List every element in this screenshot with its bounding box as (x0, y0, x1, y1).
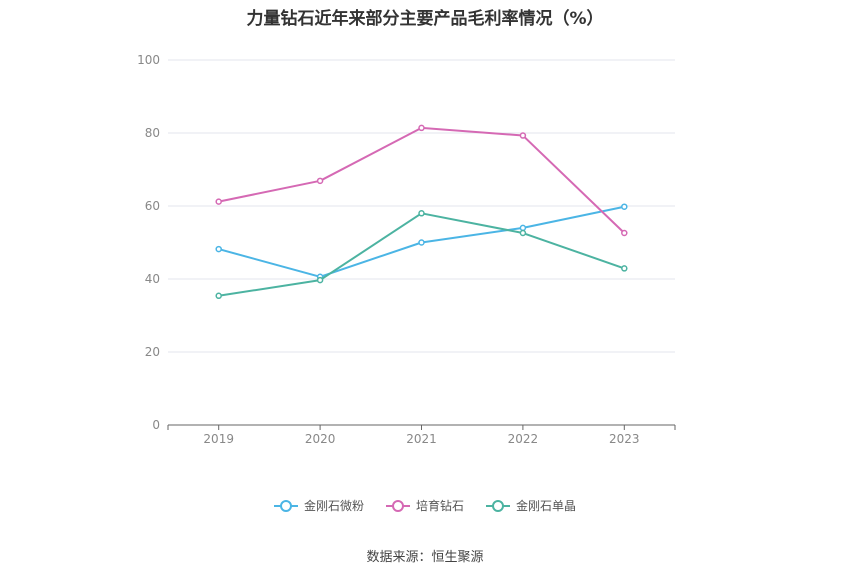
legend-swatch (486, 499, 510, 513)
data-point[interactable] (316, 177, 324, 185)
data-point[interactable] (215, 245, 222, 253)
data-point[interactable] (621, 265, 628, 272)
y-tick-label: 40 (145, 272, 160, 286)
data-source: 数据来源：恒生聚源 (366, 550, 484, 565)
y-tick-label: 0 (152, 418, 160, 432)
y-tick-label: 80 (145, 126, 160, 140)
data-point[interactable] (215, 198, 222, 205)
series-line-2 (218, 126, 625, 234)
series-line-3 (218, 212, 625, 297)
data-point[interactable] (621, 203, 628, 210)
data-point[interactable] (215, 292, 222, 300)
legend-swatch (385, 499, 410, 513)
data-point[interactable] (418, 239, 425, 246)
legend-item-1[interactable]: 金刚石微粉 (273, 497, 364, 514)
data-point[interactable] (418, 210, 425, 217)
chart-title: 力量钻石近年来部分主要产品毛利率情况（%） (246, 9, 604, 29)
x-tick-label: 2023 (609, 432, 640, 446)
legend-item-2[interactable]: 培育钻石 (385, 497, 464, 514)
legend-swatch (273, 499, 298, 513)
legend: 金刚石微粉 培育钻石 金刚石单晶 (0, 497, 850, 514)
legend-marker (492, 499, 504, 512)
data-point[interactable] (418, 124, 425, 132)
data-point[interactable] (519, 224, 527, 232)
legend-label: 培育钻石 (415, 499, 464, 513)
legend-label: 金刚石单晶 (516, 499, 577, 513)
legend-marker (391, 499, 404, 512)
legend-label: 金刚石微粉 (303, 499, 364, 513)
x-tick-label: 2021 (406, 432, 437, 446)
legend-marker (279, 499, 292, 512)
x-tick-label: 2020 (305, 432, 336, 446)
y-tick-label: 100 (137, 53, 160, 67)
data-point[interactable] (519, 132, 527, 139)
legend-item-3[interactable]: 金刚石单晶 (486, 497, 576, 514)
y-tick-label: 20 (145, 345, 160, 359)
data-point[interactable] (316, 276, 324, 284)
data-point[interactable] (519, 229, 527, 237)
x-tick-label: 2019 (203, 432, 234, 446)
x-tick-label: 2022 (508, 432, 539, 446)
y-tick-label: 60 (145, 199, 160, 213)
data-point[interactable] (621, 229, 628, 237)
